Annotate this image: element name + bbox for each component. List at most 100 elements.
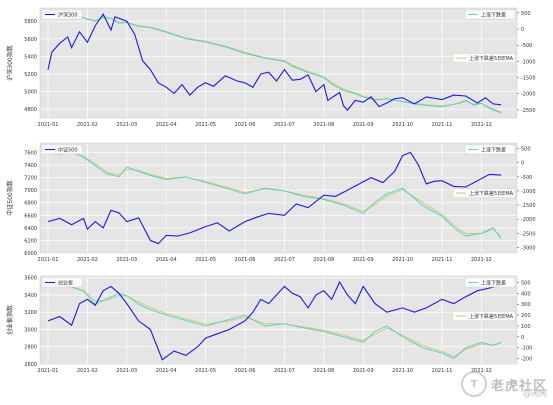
y-tick-label-left: 5400 bbox=[24, 54, 37, 60]
x-tick-label: 2021-01 bbox=[38, 368, 59, 374]
x-tick-label: 2021-09 bbox=[353, 122, 374, 128]
y-tick-label-left: 5200 bbox=[24, 72, 37, 78]
legend-label-diff: 上涨下跌差 bbox=[481, 12, 506, 19]
y-tick-label-left: 3000 bbox=[24, 327, 37, 333]
x-tick-label: 2021-03 bbox=[116, 122, 137, 128]
x-tick-label: 2021-02 bbox=[77, 122, 98, 128]
y-tick-label-left: 5800 bbox=[24, 19, 37, 25]
x-tick-label: 2021-08 bbox=[313, 368, 334, 374]
y-axis-label-left: 沪深300指数 bbox=[6, 45, 14, 80]
y-tick-label-right: -100 bbox=[521, 346, 532, 352]
plot-area bbox=[40, 8, 517, 118]
legend-label-ema: 上涨下跌差5日EMA bbox=[469, 190, 514, 197]
x-tick-label: 2021-07 bbox=[274, 122, 295, 128]
y-tick-label-right: -1500 bbox=[521, 76, 536, 82]
y-tick-label-left: 5600 bbox=[24, 37, 37, 43]
legend-box-left bbox=[41, 9, 83, 20]
legend-box-right-mid bbox=[452, 188, 516, 198]
y-tick-label-right: -2000 bbox=[521, 92, 536, 98]
legend-box-right-top bbox=[464, 9, 516, 20]
series-line-index bbox=[47, 151, 502, 245]
series-line-index bbox=[47, 13, 502, 111]
x-tick-label: 2021-10 bbox=[392, 257, 413, 263]
x-tick-label: 2021-06 bbox=[235, 122, 256, 128]
plot-border bbox=[39, 275, 518, 365]
watermark: T 老虎社区 @闲闲 bbox=[460, 371, 547, 398]
y-tick-label-left: 6600 bbox=[24, 213, 37, 219]
y-tick-label-left: 7200 bbox=[24, 176, 37, 182]
x-tick-label: 2021-07 bbox=[274, 368, 295, 374]
y-tick-label-right: -200 bbox=[521, 357, 532, 363]
legend-label-ema: 上涨下跌差5日EMA bbox=[469, 55, 514, 62]
y-tick-label-left: 6200 bbox=[24, 238, 37, 244]
y-tick-label-right: -3000 bbox=[521, 245, 536, 251]
x-tick-label: 2021-12 bbox=[471, 368, 492, 374]
y-tick-label-left: 2800 bbox=[24, 345, 37, 351]
x-tick-label: 2021-12 bbox=[471, 257, 492, 263]
series-line-diff bbox=[47, 282, 502, 360]
legend-box-right-top bbox=[464, 144, 516, 155]
x-tick-label: 2021-05 bbox=[195, 122, 216, 128]
legend-box-right-mid bbox=[452, 53, 516, 63]
plot-border bbox=[39, 142, 518, 254]
x-tick-label: 2021-10 bbox=[392, 368, 413, 374]
x-tick-label: 2021-12 bbox=[471, 122, 492, 128]
x-tick-label: 2021-07 bbox=[274, 257, 295, 263]
x-tick-label: 2021-11 bbox=[432, 122, 453, 128]
y-tick-label-left: 3400 bbox=[24, 293, 37, 299]
y-tick-label-left: 3200 bbox=[24, 310, 37, 316]
y-tick-label-right: 400 bbox=[521, 291, 531, 297]
watermark-sub: @闲闲 bbox=[523, 389, 547, 398]
y-tick-label-right: 0 bbox=[521, 335, 524, 341]
y-tick-label-right: -1500 bbox=[521, 203, 536, 209]
watermark-title: 老虎社区 bbox=[490, 378, 547, 394]
plot-area bbox=[40, 143, 517, 253]
y-tick-label-right: 500 bbox=[521, 281, 531, 287]
y-tick-label-left: 5000 bbox=[24, 90, 37, 96]
y-tick-label-left: 6800 bbox=[24, 201, 37, 207]
x-tick-label: 2021-04 bbox=[156, 122, 177, 128]
x-tick-label: 2021-10 bbox=[392, 122, 413, 128]
y-tick-label-right: -1000 bbox=[521, 59, 536, 65]
x-tick-label: 2021-06 bbox=[235, 257, 256, 263]
y-tick-label-right: 300 bbox=[521, 302, 531, 308]
y-tick-label-right: 500 bbox=[521, 11, 531, 17]
x-tick-label: 2021-05 bbox=[195, 257, 216, 263]
y-tick-label-right: -500 bbox=[521, 175, 532, 181]
x-tick-label: 2021-03 bbox=[116, 368, 137, 374]
x-tick-label: 2021-01 bbox=[38, 122, 59, 128]
y-tick-label-left: 7600 bbox=[24, 150, 37, 156]
y-tick-label-left: 4800 bbox=[24, 107, 37, 113]
y-tick-label-right: 0 bbox=[521, 161, 524, 167]
x-tick-label: 2021-05 bbox=[195, 368, 216, 374]
legend-label-ema: 上涨下跌差5日EMA bbox=[469, 313, 514, 320]
y-tick-label-right: 100 bbox=[521, 324, 531, 330]
x-tick-label: 2021-04 bbox=[156, 257, 177, 263]
tiger-logo-icon: T bbox=[460, 371, 487, 397]
x-tick-label: 2021-01 bbox=[38, 257, 59, 263]
y-tick-label-right: -500 bbox=[521, 43, 532, 49]
y-tick-label-right: 500 bbox=[521, 147, 531, 153]
y-tick-label-right: -2500 bbox=[521, 231, 536, 237]
x-tick-label: 2021-09 bbox=[353, 368, 374, 374]
x-tick-label: 2021-06 bbox=[235, 368, 256, 374]
plot-border bbox=[39, 7, 518, 119]
series-line-diff bbox=[47, 151, 502, 240]
y-tick-label-left: 2600 bbox=[24, 362, 37, 368]
series-line-diff bbox=[47, 10, 502, 114]
legend-box-left bbox=[41, 144, 83, 155]
y-tick-label-left: 3600 bbox=[24, 276, 37, 282]
plot-area bbox=[40, 276, 517, 364]
legend-label-index: 沪深300 bbox=[58, 12, 78, 19]
y-axis-label-left: 创业板指数 bbox=[6, 305, 14, 335]
x-tick-label: 2021-08 bbox=[313, 257, 334, 263]
y-tick-label-right: -2500 bbox=[521, 108, 536, 114]
legend-label-index: 中证500 bbox=[58, 147, 78, 154]
series-line-index bbox=[47, 280, 502, 361]
x-tick-label: 2021-08 bbox=[313, 122, 334, 128]
legend-box-right-mid bbox=[452, 311, 516, 321]
series-line-ema bbox=[47, 284, 502, 358]
series-line-ema bbox=[47, 152, 502, 237]
